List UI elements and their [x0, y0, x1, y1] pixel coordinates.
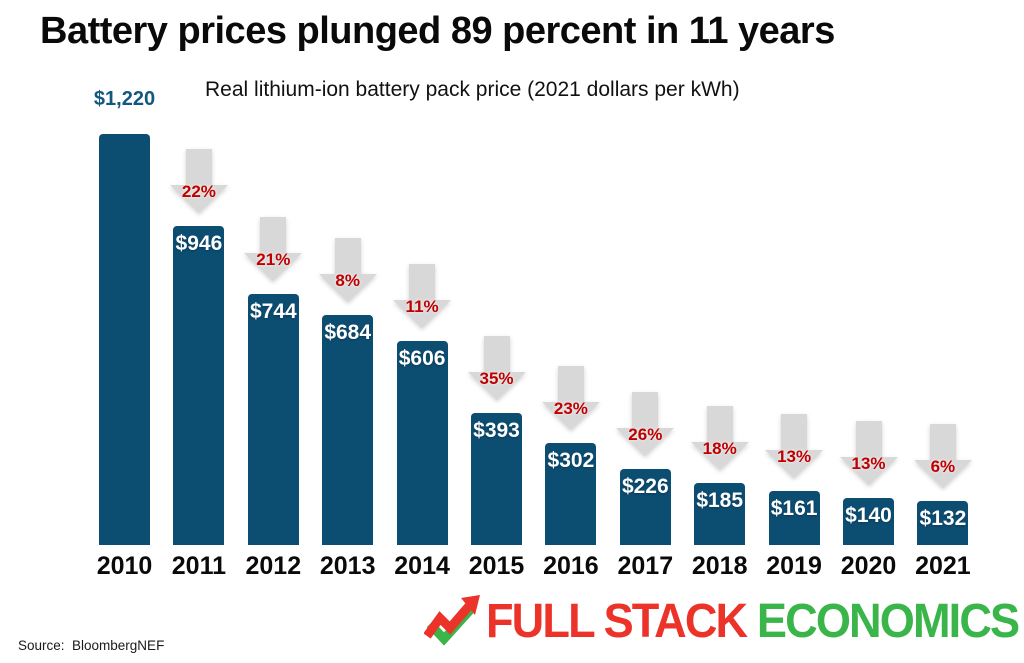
year-label-2014: 2014 [394, 552, 450, 580]
trend-check-icon [424, 595, 480, 646]
year-label-2017: 2017 [617, 552, 674, 580]
decline-arrow-2019 [765, 413, 824, 478]
year-label-2011: 2011 [171, 552, 227, 580]
decline-pct-2016: 23% [553, 399, 588, 419]
decline-pct-2012: 21% [256, 250, 291, 270]
bar-2021 [917, 500, 969, 545]
bar-2013 [322, 314, 374, 545]
bar-2016 [545, 443, 597, 545]
bar-value-label-2020: $140 [845, 503, 892, 527]
decline-arrow-2015 [467, 335, 526, 400]
brand-logo-text: FULL STACK ECONOMICS [486, 594, 1020, 649]
year-label-2016: 2016 [543, 552, 599, 580]
bar-value-label-2011: $946 [175, 232, 223, 256]
decline-pct-2015: 35% [479, 368, 514, 388]
chart-title: Battery prices plunged 89 percent in 11 … [40, 10, 835, 52]
bar-value-label-2017: $226 [621, 474, 669, 498]
bar-value-label-2021: $132 [919, 506, 967, 530]
year-label-2019: 2019 [766, 552, 822, 580]
bar-value-label-2019: $161 [770, 496, 818, 520]
year-label-2021: 2021 [915, 552, 971, 580]
decline-arrow-2012 [244, 217, 303, 282]
bar-value-label-2010: $1,220 [93, 88, 156, 110]
bar-2015 [471, 412, 522, 545]
decline-arrow-2018 [690, 405, 749, 470]
decline-arrow-2017 [616, 391, 675, 456]
decline-arrow-2014 [393, 263, 452, 328]
bar-2017 [619, 468, 671, 545]
decline-arrow-2020 [839, 420, 898, 485]
year-label-2020: 2020 [840, 552, 897, 580]
bar-2014 [396, 340, 448, 545]
year-label-2013: 2013 [319, 552, 376, 580]
decline-pct-2013: 8% [335, 270, 360, 290]
bar-value-label-2015: $393 [473, 418, 520, 442]
bar-value-label-2016: $302 [547, 449, 595, 473]
bar-2011 [173, 226, 225, 545]
source-note: Source: BloombergNEF [18, 638, 165, 653]
year-label-2018: 2018 [691, 552, 748, 580]
decline-pct-2020: 13% [851, 453, 886, 473]
chart-subtitle: Real lithium-ion battery pack price (202… [205, 78, 740, 101]
bar-2010 [99, 134, 150, 545]
bar-2020 [843, 497, 894, 545]
brand-logo-economics: ECONOMICS [756, 594, 1020, 648]
year-label-2012: 2012 [245, 552, 302, 580]
decline-arrow-2013 [318, 237, 377, 302]
bar-2019 [768, 490, 820, 545]
bar-2018 [694, 482, 746, 545]
decline-pct-2021: 6% [930, 456, 956, 476]
decline-pct-2011: 22% [181, 182, 216, 202]
year-label-2010: 2010 [96, 552, 153, 580]
decline-pct-2019: 13% [777, 446, 812, 466]
bar-value-label-2012: $744 [249, 300, 297, 324]
decline-pct-2014: 11% [405, 296, 439, 316]
decline-pct-2018: 18% [702, 438, 737, 458]
decline-arrow-2011 [169, 149, 228, 214]
bar-value-label-2013: $684 [324, 320, 372, 344]
bar-2012 [247, 294, 299, 545]
decline-arrow-2021 [913, 423, 972, 488]
bar-value-label-2018: $185 [696, 488, 744, 512]
bar-value-label-2014: $606 [398, 346, 446, 370]
decline-pct-2017: 26% [628, 424, 663, 444]
brand-logo-fullstack: FULL STACK [486, 594, 757, 648]
decline-arrow-2016 [541, 366, 600, 431]
year-label-2015: 2015 [468, 552, 525, 580]
brand-logo: FULL STACK ECONOMICS [424, 593, 1024, 649]
